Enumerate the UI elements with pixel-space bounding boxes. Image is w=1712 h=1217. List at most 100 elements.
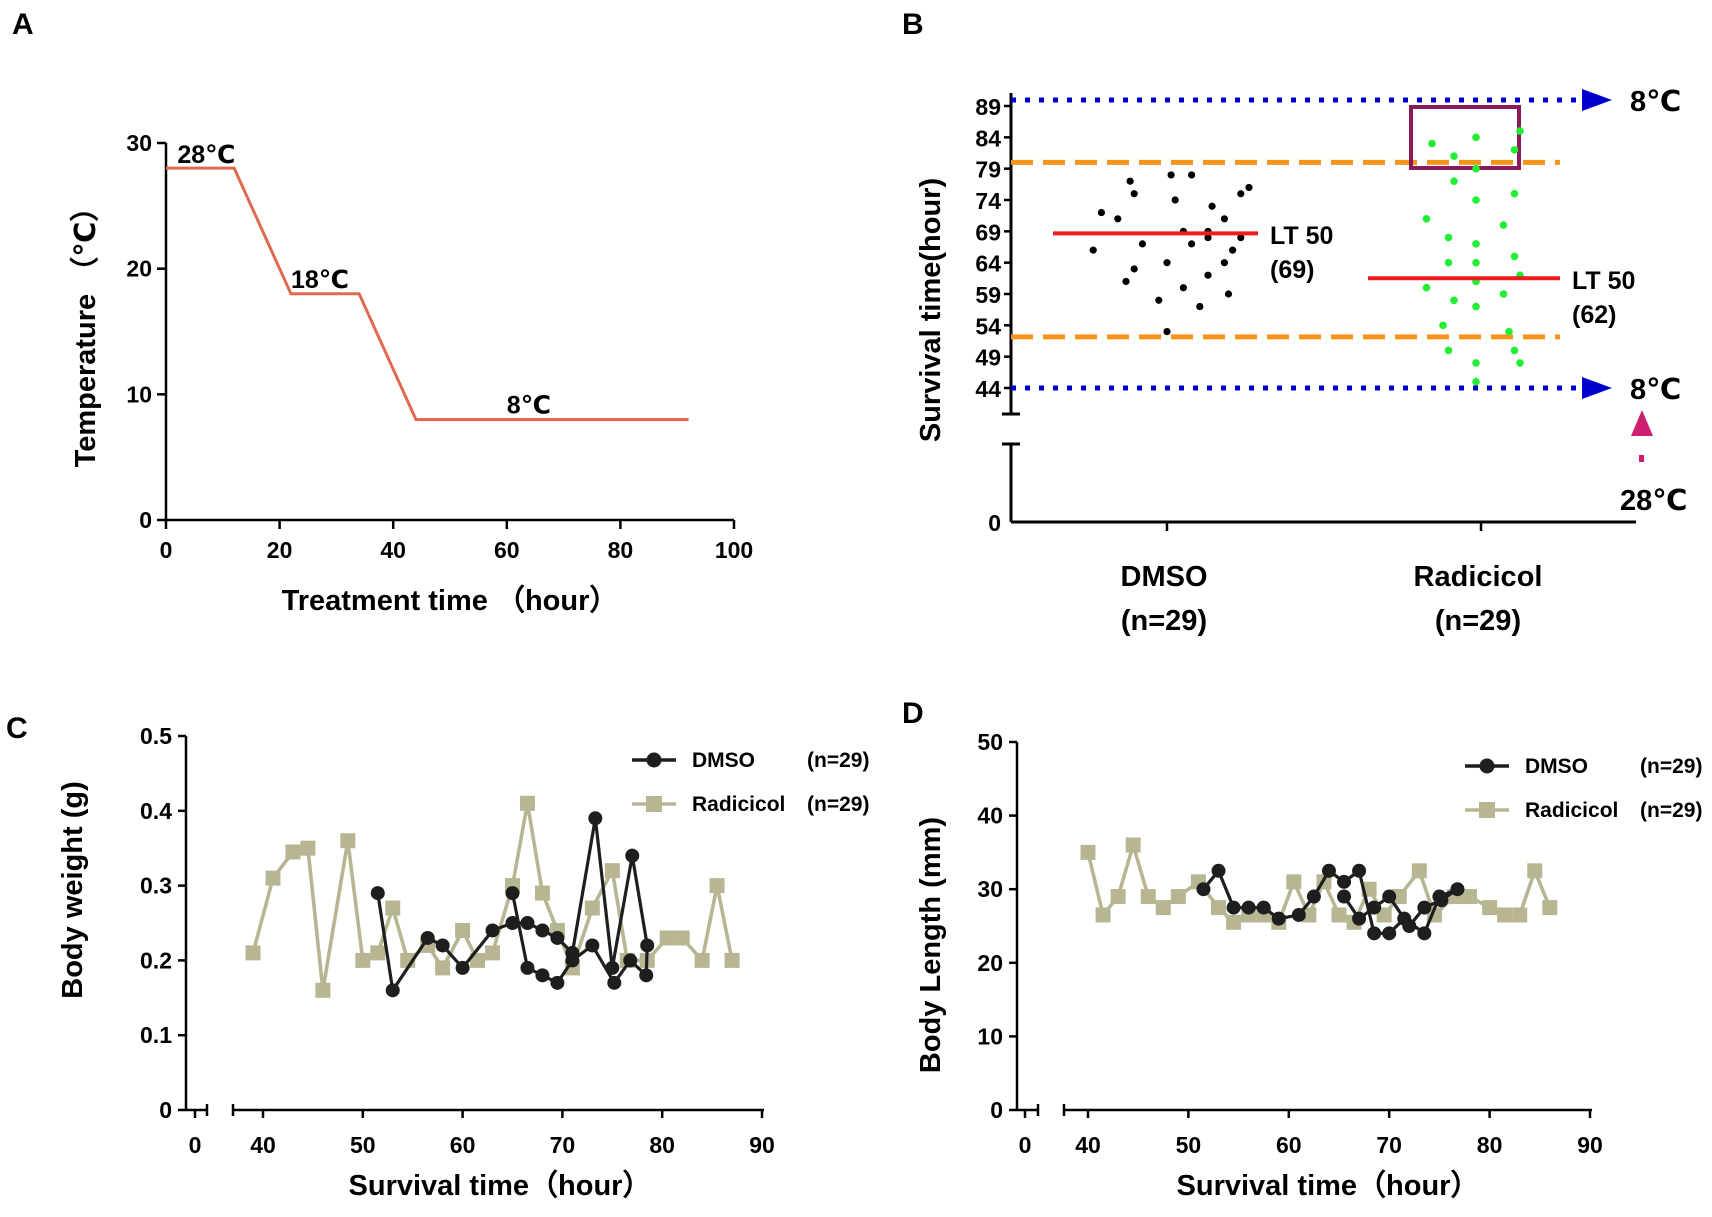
dmso-marker [1291,907,1306,922]
category-n-label: (n=29) [1121,605,1207,637]
y-tick-label: 89 [975,94,1001,120]
dmso-marker [1417,926,1432,941]
dmso-marker [588,811,603,826]
dmso-marker [485,923,500,938]
dmso-marker [550,930,565,945]
dmso-marker [520,916,535,930]
y-tick-label: 0.4 [140,798,172,824]
dmso-point [1188,240,1196,248]
dmso-marker [1367,926,1382,941]
radicicol-point [1510,189,1519,198]
dmso-point [1122,277,1130,286]
bottom-temperature-label: 28℃ [1620,485,1687,517]
radicicol-marker [300,840,316,856]
dmso-point [1155,296,1163,304]
x-tick-label: 50 [350,1132,376,1158]
legend-label-radicicol: Radicicol [1525,799,1618,822]
x-tick-label: 60 [450,1132,476,1158]
x-tick-label: 100 [715,537,753,563]
arrow-head-icon [1582,89,1612,111]
radicicol-marker [604,863,620,879]
dmso-point [1163,259,1171,267]
radicicol-marker [1482,900,1498,916]
y-tick-label: 50 [977,729,1003,755]
radicicol-point [1444,233,1453,242]
radicicol-point [1439,321,1447,330]
radicicol-marker [519,795,535,811]
legend-label-dmso: DMSO [692,749,755,772]
x-tick-label: 0 [189,1132,202,1158]
y-tick-label: 0.5 [140,723,172,749]
radicicol-marker [1140,889,1156,905]
y-tick-label: 0.1 [140,1022,172,1048]
dmso-marker [565,953,580,968]
dmso-point [1220,259,1228,267]
dmso-point [1089,246,1097,254]
radicicol-point [1472,196,1480,204]
y-tick-label: 40 [977,803,1003,829]
radicicol-point [1499,290,1508,298]
radicicol-marker [1411,863,1427,879]
dmso-point [1126,177,1134,185]
radicicol-point [1510,252,1519,261]
panel-a-temperature-chart: 0 10 20 30 0 20 40 60 80 100 28℃ 18℃ 8℃ Treatment tim… [69,130,753,617]
radicicol-point [1472,258,1480,267]
x-tick-label: 90 [1577,1132,1603,1158]
radicicol-marker [245,945,261,961]
radicicol-marker [724,952,740,968]
x-tick-label: 80 [608,537,634,563]
category-label: DMSO [1121,561,1208,593]
radicicol-point [1472,133,1480,142]
dmso-marker [623,953,638,968]
dmso-marker [1337,874,1352,889]
radicicol-point [1516,359,1524,367]
dmso-point [1245,183,1253,192]
dmso-marker [639,968,654,983]
y-tick-label: 64 [975,251,1001,277]
radicicol-point [1422,215,1431,223]
dmso-point [1204,271,1212,279]
y-axis-title: Survival time(hour) [915,178,947,442]
y-tick-label: 20 [126,256,152,282]
x-tick-label: 40 [1075,1132,1101,1158]
dmso-marker [420,930,435,945]
radicicol-marker [1391,889,1407,905]
y-tick-label: 10 [126,381,152,407]
lt50-label-dmso: LT 50 [1270,222,1333,250]
dmso-point [1097,208,1105,217]
dmso-marker [1306,889,1321,904]
radicicol-marker [1286,874,1302,890]
dmso-point [1237,190,1245,198]
panel-b-survival-scatter: 44 49 54 59 64 69 74 79 84 89 0 DMSO (n=29) Radicicol… [915,86,1687,637]
radicicol-point [1472,302,1480,311]
radicicol-marker [1527,863,1543,879]
radicicol-marker [1512,907,1528,923]
radicicol-marker [1497,907,1513,923]
legend-marker-dmso [1479,758,1495,774]
y-tick-label: 0 [990,1097,1003,1123]
legend-marker-radicicol [1479,802,1495,818]
y-axis-title: Body Length (mm) [915,817,947,1073]
x-tick-label: 40 [250,1132,276,1158]
dmso-point [1208,202,1216,210]
dmso-marker [1402,919,1417,933]
highlight-box [1409,105,1521,170]
radicicol-marker [1211,900,1227,916]
dmso-point [1167,171,1175,179]
y-tick-label: 0 [159,1097,172,1123]
x-tick-label: 50 [1176,1132,1202,1158]
radicicol-marker [455,922,471,938]
radicicol-point [1510,146,1519,154]
panel-d-body-length-chart: 0 10 20 30 40 50 0 40 50 60 70 80 90 Survival time（ho… [915,729,1702,1202]
radicicol-point [1450,152,1458,160]
y-axis-title: Body weight (g) [57,781,89,998]
dmso-marker [505,886,520,901]
radicicol-marker [1125,837,1141,853]
x-tick-label: 80 [1477,1132,1503,1158]
legend-marker-dmso [646,752,662,768]
y-tick-label: 84 [975,125,1001,151]
radicicol-point [1516,127,1524,135]
radicicol-point [1428,139,1436,148]
x-tick-label: 80 [649,1132,675,1158]
dmso-marker [1367,900,1382,915]
